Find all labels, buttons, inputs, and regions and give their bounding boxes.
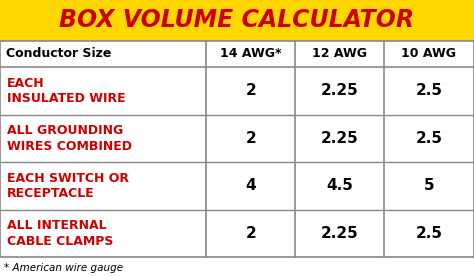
Text: ALL INTERNAL
CABLE CLAMPS: ALL INTERNAL CABLE CLAMPS [7, 219, 113, 248]
Text: 2: 2 [246, 83, 256, 98]
Text: 10 AWG: 10 AWG [401, 47, 456, 60]
Text: 2: 2 [246, 131, 256, 146]
Text: 2.5: 2.5 [416, 226, 442, 241]
Text: * American wire gauge: * American wire gauge [4, 263, 123, 273]
Text: 14 AWG*: 14 AWG* [220, 47, 282, 60]
Text: 12 AWG: 12 AWG [312, 47, 367, 60]
FancyBboxPatch shape [0, 41, 474, 257]
Text: EACH
INSULATED WIRE: EACH INSULATED WIRE [7, 76, 126, 105]
FancyBboxPatch shape [0, 0, 474, 41]
Text: ALL GROUNDING
WIRES COMBINED: ALL GROUNDING WIRES COMBINED [7, 124, 132, 153]
Text: EACH SWITCH OR
RECEPTACLE: EACH SWITCH OR RECEPTACLE [7, 172, 129, 200]
Text: 2.25: 2.25 [321, 83, 359, 98]
Text: 2.25: 2.25 [321, 226, 359, 241]
Text: Conductor Size: Conductor Size [6, 47, 111, 60]
Text: 5: 5 [424, 178, 434, 193]
Text: 2: 2 [246, 226, 256, 241]
Text: BOX VOLUME CALCULATOR: BOX VOLUME CALCULATOR [59, 9, 415, 32]
Text: 4: 4 [246, 178, 256, 193]
Text: 2.5: 2.5 [416, 131, 442, 146]
Text: 2.5: 2.5 [416, 83, 442, 98]
Text: 4.5: 4.5 [327, 178, 353, 193]
Text: 2.25: 2.25 [321, 131, 359, 146]
